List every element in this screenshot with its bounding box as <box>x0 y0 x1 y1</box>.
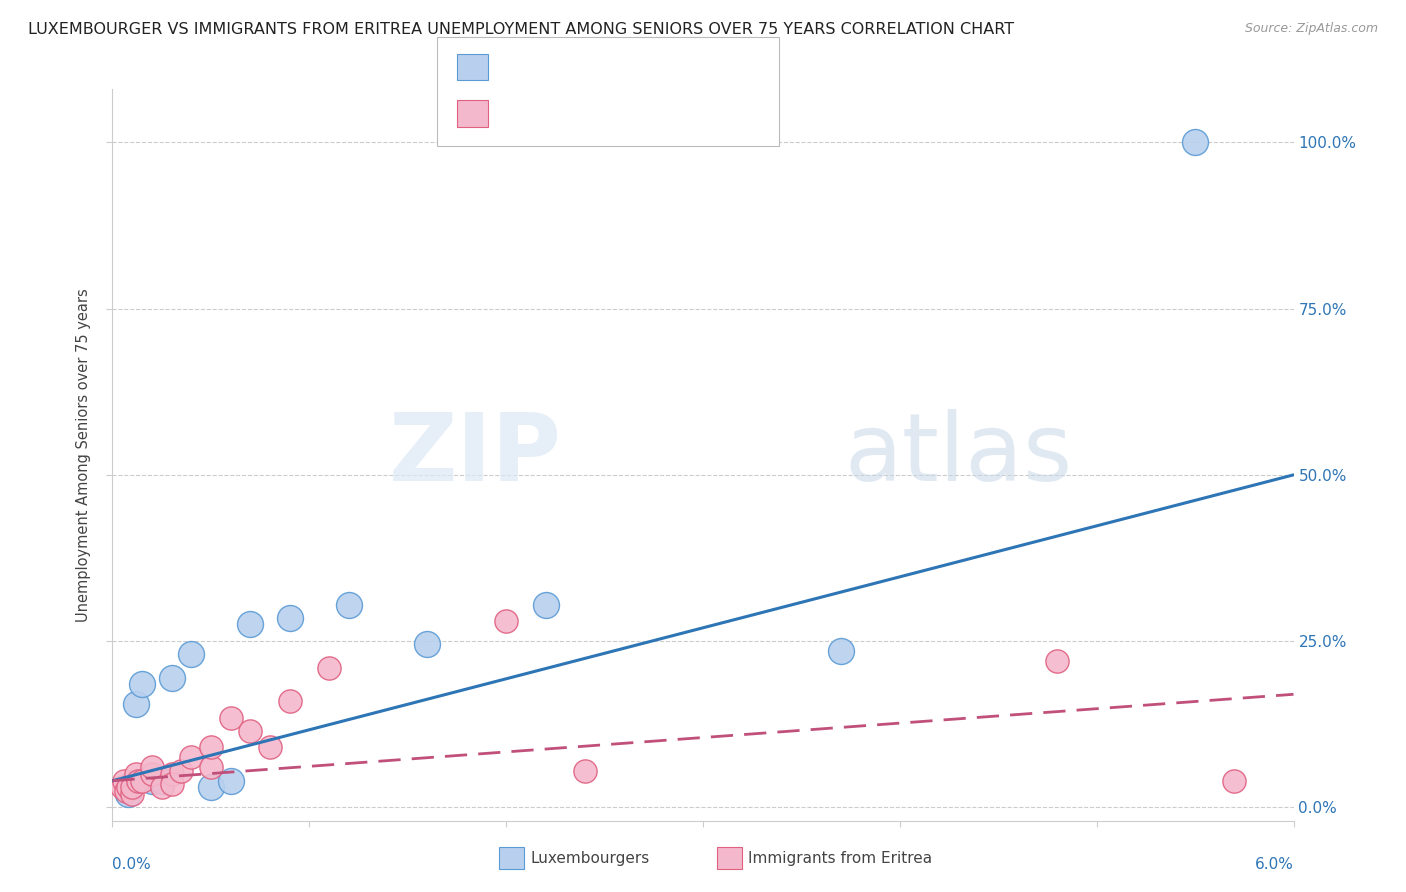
Point <box>534 598 557 612</box>
Text: R = 0.502   N = 17: R = 0.502 N = 17 <box>502 58 672 76</box>
Text: R =  0.176   N = 27: R = 0.176 N = 27 <box>502 104 678 122</box>
Text: 0.0%: 0.0% <box>112 857 152 872</box>
Point <box>200 740 222 755</box>
Point <box>180 750 202 764</box>
Point <box>337 598 360 612</box>
Text: LUXEMBOURGER VS IMMIGRANTS FROM ERITREA UNEMPLOYMENT AMONG SENIORS OVER 75 YEARS: LUXEMBOURGER VS IMMIGRANTS FROM ERITREA … <box>28 22 1014 37</box>
Point <box>495 614 517 628</box>
Point <box>416 637 439 651</box>
Point <box>278 611 301 625</box>
Point <box>259 740 281 755</box>
Point <box>180 648 202 662</box>
Point <box>219 710 242 724</box>
Point <box>200 760 222 774</box>
Text: Luxembourgers: Luxembourgers <box>530 851 650 865</box>
Point <box>115 783 138 797</box>
Point <box>117 780 139 795</box>
Text: atlas: atlas <box>845 409 1073 501</box>
Point <box>160 767 183 781</box>
Point <box>141 773 163 788</box>
Point <box>574 764 596 778</box>
Point <box>125 698 148 712</box>
Point <box>112 773 135 788</box>
Point <box>170 764 193 778</box>
Point <box>141 767 163 781</box>
Point <box>239 723 262 738</box>
Y-axis label: Unemployment Among Seniors over 75 years: Unemployment Among Seniors over 75 years <box>76 288 91 622</box>
Text: Immigrants from Eritrea: Immigrants from Eritrea <box>748 851 932 865</box>
Point <box>141 760 163 774</box>
Point <box>121 777 143 791</box>
Point <box>830 644 852 658</box>
Point <box>1223 773 1246 788</box>
Text: Source: ZipAtlas.com: Source: ZipAtlas.com <box>1244 22 1378 36</box>
Point <box>127 773 149 788</box>
Point <box>239 617 262 632</box>
Point <box>318 661 340 675</box>
Point <box>131 677 153 691</box>
Point <box>278 694 301 708</box>
Point <box>121 787 143 801</box>
Point <box>125 767 148 781</box>
Point <box>131 773 153 788</box>
Point <box>150 773 173 788</box>
Text: 6.0%: 6.0% <box>1254 857 1294 872</box>
Text: ZIP: ZIP <box>388 409 561 501</box>
Point <box>219 773 242 788</box>
Point <box>200 780 222 795</box>
Point <box>117 787 139 801</box>
Point <box>150 780 173 795</box>
Point <box>111 780 134 795</box>
Point <box>160 777 183 791</box>
Point <box>1184 136 1206 150</box>
Point <box>121 780 143 795</box>
Point <box>1046 654 1069 668</box>
Point <box>160 671 183 685</box>
